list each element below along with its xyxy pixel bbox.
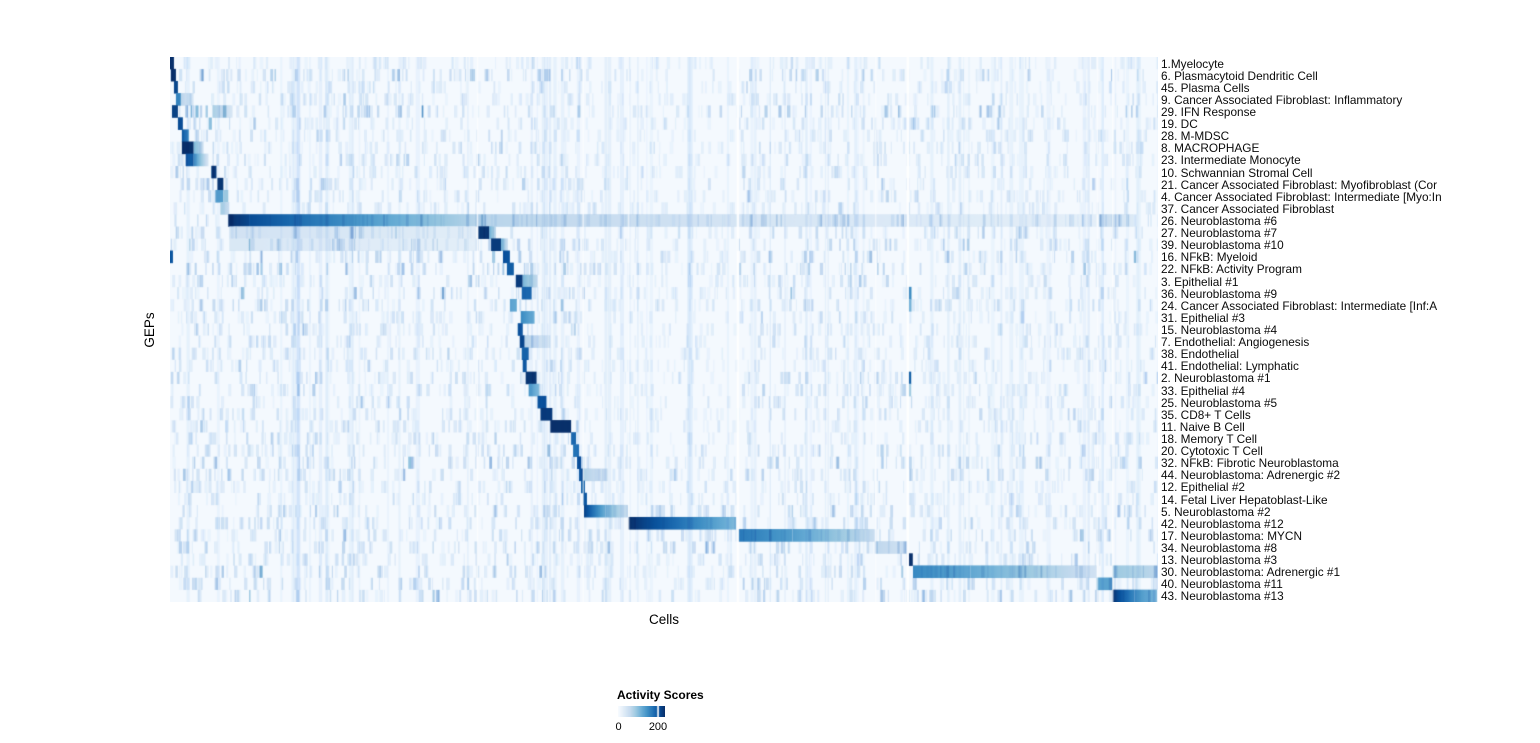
row-label: 22. NFkB: Activity Program	[1161, 262, 1302, 277]
row-label: 9. Cancer Associated Fibroblast: Inflamm…	[1161, 92, 1403, 107]
row-label: 16. NFkB: Myeloid	[1161, 250, 1258, 265]
row-label: 4. Cancer Associated Fibroblast: Interme…	[1161, 189, 1442, 204]
row-label: 32. NFkB: Fibrotic Neuroblastoma	[1161, 456, 1339, 471]
y-axis-title: GEPs	[142, 312, 157, 348]
row-label: 14. Fetal Liver Hepatoblast-Like	[1161, 492, 1328, 507]
legend-gradient-bar	[618, 706, 665, 717]
row-label: 8. MACROPHAGE	[1161, 141, 1260, 156]
row-label: 27. Neuroblastoma #7	[1161, 226, 1278, 241]
row-label: 24. Cancer Associated Fibroblast: Interm…	[1161, 298, 1438, 313]
row-label: 20. Cytotoxic T Cell	[1161, 444, 1263, 459]
row-label: 42. Neuroblastoma #12	[1161, 516, 1284, 531]
row-label: 10. Schwannian Stromal Cell	[1161, 165, 1313, 180]
row-label: 1.Myelocyte	[1161, 56, 1224, 71]
row-label: 12. Epithelial #2	[1161, 480, 1245, 495]
row-label: 15. Neuroblastoma #4	[1161, 322, 1278, 337]
row-label: 17. Neuroblastoma: MYCN	[1161, 528, 1302, 543]
legend-title: Activity Scores	[617, 688, 704, 702]
row-label: 5. Neuroblastoma #2	[1161, 504, 1271, 519]
row-label: 6. Plasmacytoid Dendritic Cell	[1161, 68, 1318, 83]
row-label: 11. Naive B Cell	[1161, 419, 1245, 434]
row-label: 2. Neuroblastoma #1	[1161, 371, 1271, 386]
row-label: 25. Neuroblastoma #5	[1161, 395, 1278, 410]
heatmap-canvas	[170, 57, 1158, 602]
row-label: 43. Neuroblastoma #13	[1161, 589, 1284, 604]
row-label: 40. Neuroblastoma #11	[1161, 577, 1283, 592]
row-label: 34. Neuroblastoma #8	[1161, 540, 1278, 555]
legend-tick-label-200: 200	[648, 721, 668, 733]
row-label: 21. Cancer Associated Fibroblast: Myofib…	[1161, 177, 1438, 192]
row-label: 38. Endothelial	[1161, 347, 1240, 362]
row-label: 3. Epithelial #1	[1161, 274, 1239, 289]
row-label: 13. Neuroblastoma #3	[1161, 553, 1278, 568]
row-label: 33. Epithelial #4	[1161, 383, 1245, 398]
row-label: 7. Endothelial: Angiogenesis	[1161, 335, 1310, 350]
row-label: 41. Endothelial: Lymphatic	[1161, 359, 1299, 374]
row-label: 45. Plasma Cells	[1161, 80, 1250, 95]
row-label: 23. Intermediate Monocyte	[1161, 153, 1301, 168]
legend: Activity Scores 0 200	[590, 688, 770, 743]
legend-tick-label-0: 0	[615, 721, 622, 733]
row-label: 44. Neuroblastoma: Adrenergic #2	[1161, 468, 1341, 483]
row-label: 19. DC	[1161, 117, 1198, 132]
row-label: 36. Neuroblastoma #9	[1161, 286, 1278, 301]
row-label: 29. IFN Response	[1161, 104, 1257, 119]
x-axis-title: Cells	[648, 612, 679, 627]
row-label: 37. Cancer Associated Fibroblast	[1161, 201, 1335, 216]
row-label: 31. Epithelial #3	[1161, 310, 1245, 325]
row-label: 28. M-MDSC	[1161, 129, 1230, 144]
row-label: 35. CD8+ T Cells	[1161, 407, 1251, 422]
row-label: 18. Memory T Cell	[1161, 431, 1257, 446]
row-label: 30. Neuroblastoma: Adrenergic #1	[1161, 565, 1341, 580]
row-label: 26. Neuroblastoma #6	[1161, 213, 1278, 228]
row-label: 39. Neuroblastoma #10	[1161, 238, 1284, 253]
